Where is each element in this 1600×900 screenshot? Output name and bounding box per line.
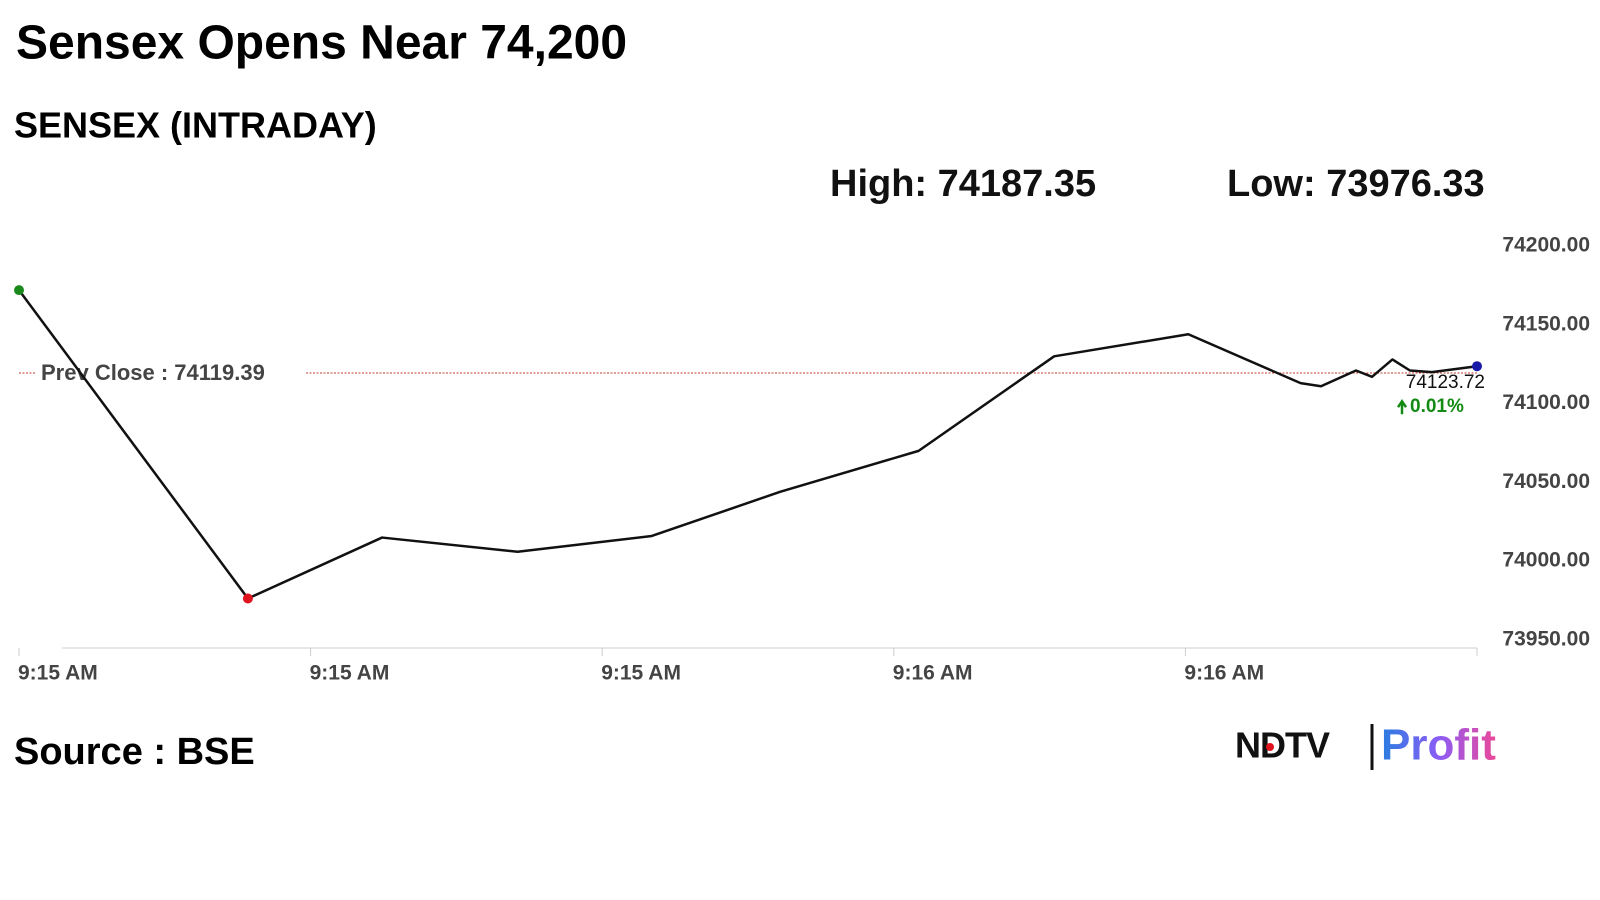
y-tick-label: 74100.00 xyxy=(1502,391,1590,414)
y-tick-label: 74050.00 xyxy=(1502,470,1590,493)
high-label: High: 74187.35 xyxy=(830,163,1096,205)
change-label: 0.01% xyxy=(1410,396,1464,417)
y-tick-label: 73950.00 xyxy=(1502,628,1590,651)
x-tick-label: 9:15 AM xyxy=(310,662,390,685)
chart-title: Sensex Opens Near 74,200 xyxy=(16,17,627,70)
logo-dot xyxy=(1266,743,1274,751)
change-arrow xyxy=(1396,398,1408,415)
logo-ndtv: NDTV xyxy=(1235,725,1330,766)
source: Source : BSE xyxy=(14,731,255,773)
logo-profit: Profit xyxy=(1381,721,1496,770)
last-price-label: 74123.72 xyxy=(1406,372,1485,393)
prev-close-label: Prev Close : 74119.39 xyxy=(41,360,265,385)
y-tick-label: 74150.00 xyxy=(1502,312,1590,335)
chart-subtitle: SENSEX (INTRADAY) xyxy=(14,105,377,146)
x-tick-label: 9:16 AM xyxy=(1184,662,1264,685)
end-marker xyxy=(1472,361,1482,372)
low-marker xyxy=(242,593,253,604)
low-label: Low: 73976.33 xyxy=(1227,163,1485,205)
price-line xyxy=(17,289,1478,600)
x-tick-label: 9:15 AM xyxy=(18,662,98,685)
x-tick-label: 9:15 AM xyxy=(601,662,681,685)
y-tick-label: 74200.00 xyxy=(1502,234,1590,257)
y-tick-label: 74000.00 xyxy=(1502,549,1590,572)
x-tick-label: 9:16 AM xyxy=(893,662,973,685)
start-marker xyxy=(14,285,24,296)
